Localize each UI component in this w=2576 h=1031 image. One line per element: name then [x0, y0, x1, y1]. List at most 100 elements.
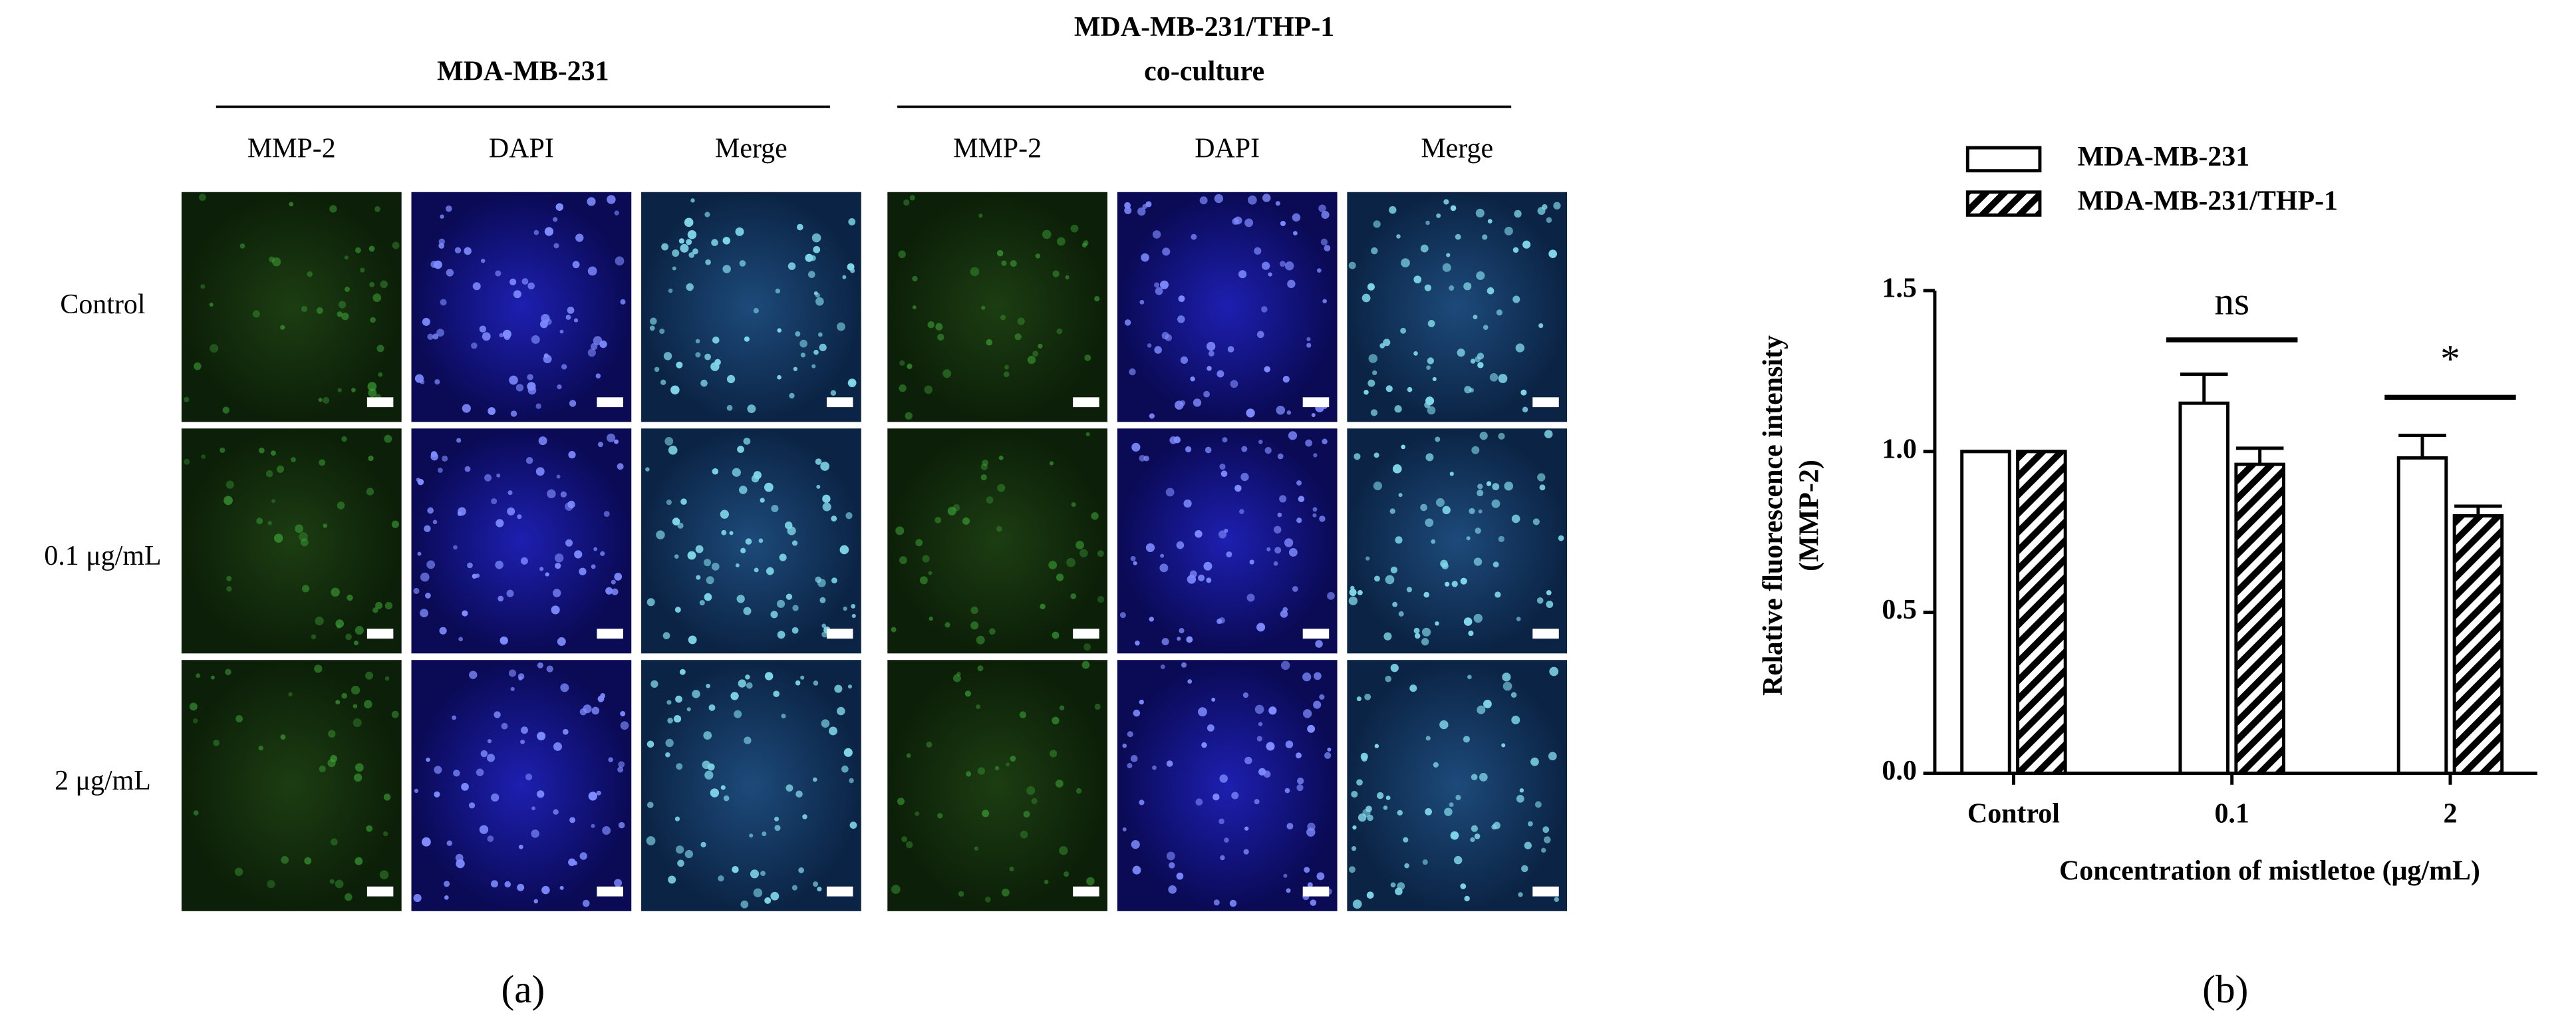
cell [597, 442, 603, 448]
cell [650, 317, 657, 325]
cell [695, 352, 701, 358]
cell [998, 455, 1004, 460]
cell [527, 282, 535, 290]
cell [1218, 617, 1225, 624]
cell [770, 611, 778, 619]
cell [338, 301, 347, 309]
cell [1313, 700, 1322, 709]
cell [776, 599, 786, 608]
cell [915, 539, 923, 547]
cell [980, 474, 987, 481]
cell [537, 732, 546, 741]
cell [501, 722, 508, 730]
cell [482, 332, 491, 341]
cell [1056, 328, 1063, 335]
cell [496, 519, 504, 527]
cell [1314, 672, 1322, 680]
cell [184, 396, 190, 402]
cell [1137, 207, 1146, 216]
cell [1549, 666, 1559, 676]
cell [1423, 591, 1430, 598]
cell [1081, 661, 1090, 669]
cell [762, 831, 767, 837]
error-bar [2454, 504, 2502, 516]
cell [1537, 473, 1546, 482]
cell [986, 339, 993, 346]
cell [1348, 261, 1356, 269]
cell [909, 195, 915, 201]
cell [507, 490, 513, 496]
cell [774, 825, 781, 831]
cell [508, 669, 517, 677]
cell [1425, 220, 1430, 225]
cell [289, 202, 294, 207]
cell [366, 825, 373, 832]
scale-bar [1073, 397, 1099, 408]
cell [1222, 437, 1228, 443]
cell [537, 662, 543, 668]
cell [369, 282, 374, 287]
cell [347, 594, 353, 601]
cell [1420, 244, 1429, 253]
cell [464, 247, 472, 255]
cell [1367, 814, 1373, 821]
cell [743, 437, 751, 445]
cell [831, 516, 837, 522]
cell [1050, 750, 1058, 758]
cell [1372, 370, 1377, 376]
cell [1241, 446, 1248, 452]
cell [484, 474, 492, 482]
cell [1435, 436, 1441, 442]
cell [1160, 664, 1165, 669]
cell [556, 474, 561, 479]
cell [899, 556, 907, 565]
micrograph [641, 192, 861, 422]
cell [573, 861, 578, 865]
cell [646, 836, 656, 845]
cell [1075, 788, 1082, 794]
cell [1239, 509, 1244, 514]
cell [677, 522, 684, 529]
cell [1442, 506, 1451, 515]
cell [704, 212, 710, 218]
cell [915, 811, 920, 816]
cell [615, 256, 625, 266]
cell [754, 567, 759, 573]
cell [1356, 696, 1361, 702]
cell [444, 881, 450, 887]
cell [1001, 260, 1007, 266]
cell [574, 550, 583, 559]
cell [1224, 837, 1229, 843]
cell [1295, 752, 1302, 759]
cell [661, 243, 669, 251]
cell [674, 607, 681, 613]
cell [1530, 757, 1539, 766]
cell [1463, 736, 1471, 743]
cell [527, 374, 533, 380]
cell [323, 523, 328, 528]
cell [1421, 638, 1429, 646]
cell [656, 530, 665, 539]
cell [702, 760, 711, 770]
cell [1274, 547, 1282, 554]
cell [421, 837, 431, 847]
y-tick-label: 1.0 [1882, 434, 1916, 464]
cell [344, 255, 349, 260]
cell [1059, 846, 1068, 855]
cell [372, 293, 382, 302]
scale-bar [1302, 629, 1330, 639]
cell [595, 373, 601, 378]
cell [1243, 849, 1249, 855]
cell [1376, 792, 1384, 800]
cell [849, 380, 855, 386]
cell [351, 685, 360, 695]
row-label: Control [60, 289, 145, 320]
cell [1149, 617, 1154, 622]
cell [1374, 744, 1379, 748]
cell [1277, 453, 1284, 460]
cell [687, 229, 697, 239]
cell [1086, 877, 1095, 886]
cell [905, 412, 913, 420]
cell [730, 692, 739, 700]
